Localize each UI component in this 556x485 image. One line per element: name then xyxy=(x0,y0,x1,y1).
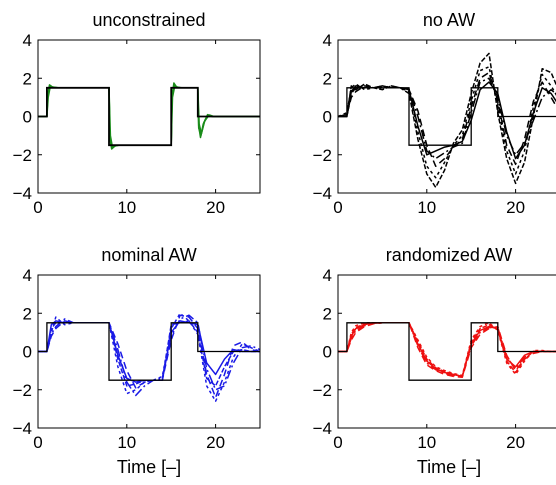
subplot-4: 0 10 20 −4 −2 0 2 4 randomized AW xyxy=(313,245,556,452)
y-tick-label: 0 xyxy=(23,108,32,127)
series-line-5 xyxy=(338,322,556,378)
y-tick-label: −4 xyxy=(13,419,32,438)
reference-line xyxy=(38,322,260,381)
y-tick-label: 2 xyxy=(323,304,332,323)
subplot-title: no AW xyxy=(423,10,475,30)
subplot-title: randomized AW xyxy=(386,245,512,265)
subplot-1: 0 10 20 −4 −2 0 2 4 unconstrained xyxy=(13,10,261,217)
x-tick-label: 20 xyxy=(506,433,525,452)
x-axis-label: Time [–] xyxy=(417,457,481,477)
x-tick-label: 0 xyxy=(333,433,342,452)
x-tick-label: 20 xyxy=(206,433,225,452)
series-line-1 xyxy=(338,322,556,378)
series-line-2 xyxy=(38,314,260,399)
y-tick-label: −4 xyxy=(313,184,332,203)
x-tick-label: 20 xyxy=(206,198,225,217)
y-tick-label: 2 xyxy=(23,304,32,323)
y-tick-label: 4 xyxy=(323,266,332,285)
y-tick-label: −2 xyxy=(13,381,32,400)
y-tick-label: 0 xyxy=(323,108,332,127)
x-tick-label: 10 xyxy=(417,433,436,452)
plot-lines xyxy=(38,82,260,150)
x-tick-label: 0 xyxy=(33,198,42,217)
series-line-4 xyxy=(338,322,556,378)
y-tick-label: −2 xyxy=(313,381,332,400)
y-tick-label: 0 xyxy=(323,343,332,362)
plot-lines xyxy=(38,312,260,402)
x-tick-label: 20 xyxy=(506,198,525,217)
y-tick-label: 2 xyxy=(23,69,32,88)
x-tick-label: 10 xyxy=(117,198,136,217)
y-tick-label: 4 xyxy=(323,31,332,50)
x-tick-label: 10 xyxy=(117,433,136,452)
series-line-4 xyxy=(38,314,260,397)
x-axis-label: Time [–] xyxy=(117,457,181,477)
x-tick-label: 0 xyxy=(333,198,342,217)
subplot-3: 0 10 20 −4 −2 0 2 4 nominal AW xyxy=(13,245,261,452)
y-tick-label: −4 xyxy=(313,419,332,438)
plot-lines xyxy=(338,52,556,189)
y-tick-label: 2 xyxy=(323,69,332,88)
x-tick-label: 10 xyxy=(417,198,436,217)
y-tick-label: 4 xyxy=(23,266,32,285)
series-line-3 xyxy=(38,312,260,402)
subplot-2: 0 10 20 −4 −2 0 2 4 no AW xyxy=(313,10,556,217)
reference-line xyxy=(338,322,556,381)
y-tick-label: 4 xyxy=(23,31,32,50)
reference-line xyxy=(38,86,260,147)
subplot-title: unconstrained xyxy=(92,10,205,30)
series-line-5 xyxy=(338,52,556,189)
y-tick-label: −2 xyxy=(313,146,332,165)
y-tick-label: 0 xyxy=(23,343,32,362)
reference-line xyxy=(338,87,556,146)
y-tick-label: −2 xyxy=(13,146,32,165)
y-tick-label: −4 xyxy=(13,184,32,203)
subplot-title: nominal AW xyxy=(101,245,196,265)
x-tick-label: 0 xyxy=(33,433,42,452)
series-line-3 xyxy=(338,66,556,179)
plot-lines xyxy=(338,322,556,381)
